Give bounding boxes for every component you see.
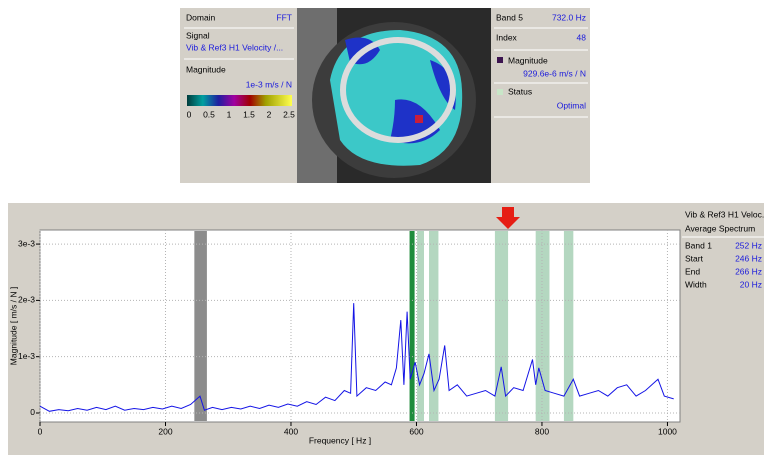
value: 1e-3 m/s / N (246, 79, 292, 89)
value: 732.0 Hz (552, 12, 586, 22)
side-label: Band 1 (685, 240, 712, 250)
colorbar (187, 95, 292, 106)
label: Domain (186, 12, 216, 22)
series-name: Vib & Ref3 H1 Veloc... (685, 209, 764, 219)
x-tick-label: 400 (284, 426, 298, 436)
x-tick-label: 800 (535, 426, 549, 436)
value: 929.6e-6 m/s / N (523, 68, 586, 78)
label: Status (508, 86, 532, 96)
side-label: Start (685, 253, 704, 263)
x-tick-label: 0 (38, 426, 43, 436)
label: Signal (186, 30, 210, 40)
band (410, 231, 415, 421)
band (495, 231, 508, 421)
y-tick-label: 2e-3 (18, 295, 35, 305)
label: Index (496, 32, 518, 42)
side-label: End (685, 266, 700, 276)
legend-swatch (497, 57, 503, 63)
x-tick-label: 200 (158, 426, 172, 436)
side-value: 252 Hz (735, 240, 762, 250)
x-axis-label: Frequency [ Hz ] (309, 435, 371, 445)
label: Magnitude (508, 55, 548, 65)
x-tick-label: 600 (409, 426, 423, 436)
label: Magnitude (186, 64, 226, 74)
x-tick-label: 1000 (658, 426, 677, 436)
side-value: 20 Hz (740, 279, 762, 289)
colorbar-label: 2 (267, 109, 272, 119)
y-axis-label: Magnitude [ m/s / N ] (8, 287, 18, 365)
value: Vib & Ref3 H1 Velocity /... (186, 42, 283, 52)
legend-swatch (497, 89, 503, 95)
colorbar-label: 1 (227, 109, 232, 119)
colorbar-label: 2.5 (283, 109, 295, 119)
value: Optimal (557, 100, 586, 110)
colorbar-label: 1.5 (243, 109, 255, 119)
band (417, 231, 424, 421)
side-subtitle: Average Spectrum (685, 223, 755, 233)
band (429, 231, 438, 421)
colorbar-label: 0.5 (203, 109, 215, 119)
screen: Domain FFT Signal Vib & Ref3 H1 Velocity… (0, 0, 764, 455)
y-tick-label: 0 (30, 407, 35, 417)
side-value: 246 Hz (735, 253, 762, 263)
side-value: 266 Hz (735, 266, 762, 276)
value: 48 (577, 32, 587, 42)
band (536, 231, 550, 421)
page: {"top_panel": { "domain_label": "Domain"… (0, 0, 764, 455)
y-tick-label: 1e-3 (18, 351, 35, 361)
marker (415, 115, 423, 123)
y-tick-label: 3e-3 (18, 238, 35, 248)
label: Band 5 (496, 12, 523, 22)
side-label: Width (685, 279, 707, 289)
band (194, 231, 207, 421)
value: FFT (276, 12, 292, 22)
colorbar-label: 0 (187, 109, 192, 119)
